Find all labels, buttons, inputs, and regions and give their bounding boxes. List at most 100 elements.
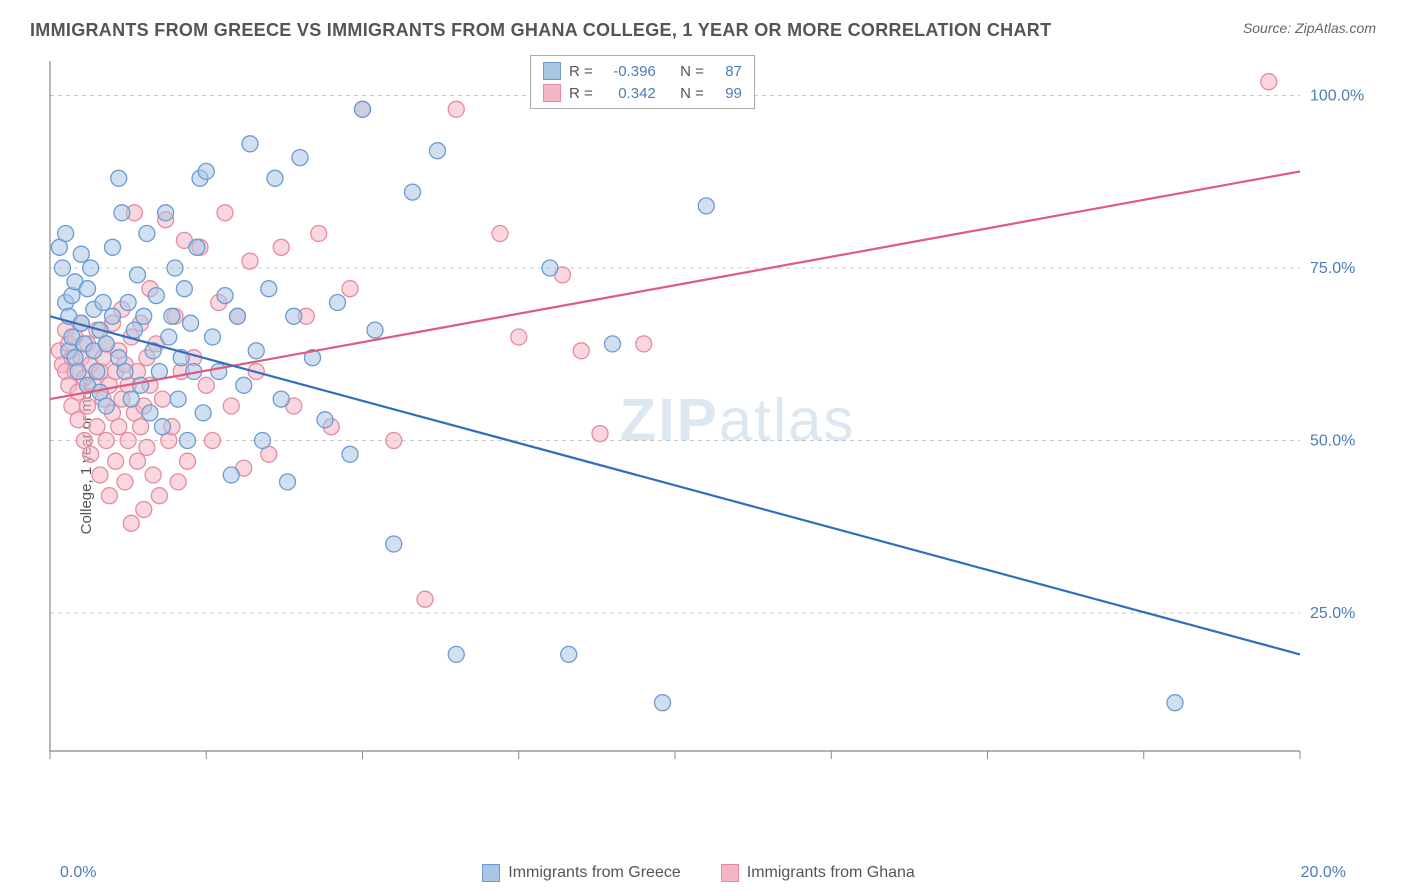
point-ghana	[242, 253, 258, 269]
point-greece	[155, 419, 171, 435]
point-greece	[133, 377, 149, 393]
point-ghana	[170, 474, 186, 490]
point-ghana	[133, 419, 149, 435]
r-label: R =	[569, 85, 593, 102]
point-greece	[95, 295, 111, 311]
swatch-greece-icon	[482, 864, 500, 882]
point-ghana	[92, 467, 108, 483]
r-label: R =	[569, 63, 593, 80]
point-greece	[217, 288, 233, 304]
point-greece	[180, 433, 196, 449]
n-value: 87	[712, 63, 742, 80]
point-ghana	[80, 398, 96, 414]
point-greece	[605, 336, 621, 352]
point-greece	[542, 260, 558, 276]
point-ghana	[120, 433, 136, 449]
point-greece	[430, 143, 446, 159]
point-greece	[120, 295, 136, 311]
point-greece	[1167, 695, 1183, 711]
legend-item-greece: Immigrants from Greece	[482, 864, 680, 882]
point-greece	[98, 398, 114, 414]
legend-item-ghana: Immigrants from Ghana	[721, 864, 915, 882]
point-ghana	[273, 239, 289, 255]
point-greece	[126, 322, 142, 338]
source-attribution: Source: ZipAtlas.com	[1243, 20, 1376, 36]
y-tick-label: 75.0%	[1310, 260, 1355, 277]
chart-area: College, 1 year or more 25.0%50.0%75.0%1…	[0, 51, 1406, 861]
point-greece	[330, 295, 346, 311]
point-greece	[248, 343, 264, 359]
point-greece	[55, 260, 71, 276]
point-greece	[161, 329, 177, 345]
correlation-legend: R = -0.396 N = 87 R = 0.342 N = 99	[530, 55, 755, 109]
point-ghana	[198, 377, 214, 393]
point-ghana	[98, 433, 114, 449]
point-greece	[317, 412, 333, 428]
point-greece	[273, 391, 289, 407]
point-ghana	[511, 329, 527, 345]
point-ghana	[386, 433, 402, 449]
point-greece	[167, 260, 183, 276]
point-greece	[183, 315, 199, 331]
point-greece	[195, 405, 211, 421]
y-tick-label: 50.0%	[1310, 433, 1355, 450]
x-axis-start-label: 0.0%	[60, 864, 96, 882]
point-greece	[130, 267, 146, 283]
point-greece	[367, 322, 383, 338]
point-greece	[80, 281, 96, 297]
legend-label-ghana: Immigrants from Ghana	[747, 864, 915, 882]
r-value: -0.396	[601, 63, 656, 80]
point-ghana	[89, 419, 105, 435]
point-greece	[189, 239, 205, 255]
point-greece	[655, 695, 671, 711]
point-greece	[448, 646, 464, 662]
point-greece	[89, 364, 105, 380]
point-greece	[280, 474, 296, 490]
point-greece	[98, 336, 114, 352]
point-greece	[198, 163, 214, 179]
point-greece	[170, 391, 186, 407]
point-greece	[355, 101, 371, 117]
point-ghana	[101, 488, 117, 504]
point-ghana	[108, 453, 124, 469]
watermark: ZIPatlas	[619, 387, 855, 454]
point-greece	[698, 198, 714, 214]
point-ghana	[223, 398, 239, 414]
n-value: 99	[712, 85, 742, 102]
point-greece	[164, 308, 180, 324]
point-greece	[242, 136, 258, 152]
point-ghana	[117, 474, 133, 490]
point-ghana	[417, 591, 433, 607]
point-greece	[83, 260, 99, 276]
swatch-greece-icon	[543, 62, 561, 80]
legend-row: R = -0.396 N = 87	[543, 60, 742, 82]
point-ghana	[573, 343, 589, 359]
point-greece	[158, 205, 174, 221]
point-greece	[139, 226, 155, 242]
point-greece	[230, 308, 246, 324]
point-ghana	[311, 226, 327, 242]
point-greece	[405, 184, 421, 200]
r-value: 0.342	[601, 85, 656, 102]
point-ghana	[70, 412, 86, 428]
point-ghana	[151, 488, 167, 504]
point-greece	[73, 246, 89, 262]
swatch-ghana-icon	[721, 864, 739, 882]
n-label: N =	[680, 63, 704, 80]
point-greece	[176, 281, 192, 297]
point-ghana	[136, 502, 152, 518]
y-tick-label: 100.0%	[1310, 88, 1364, 105]
n-label: N =	[680, 85, 704, 102]
point-greece	[255, 433, 271, 449]
point-ghana	[342, 281, 358, 297]
point-greece	[114, 205, 130, 221]
point-ghana	[636, 336, 652, 352]
point-ghana	[130, 453, 146, 469]
trend-line-greece	[50, 316, 1300, 654]
point-ghana	[1261, 74, 1277, 90]
point-ghana	[155, 391, 171, 407]
point-greece	[236, 377, 252, 393]
point-ghana	[492, 226, 508, 242]
point-greece	[292, 150, 308, 166]
scatter-plot: 25.0%50.0%75.0%100.0%ZIPatlas	[40, 51, 1370, 811]
